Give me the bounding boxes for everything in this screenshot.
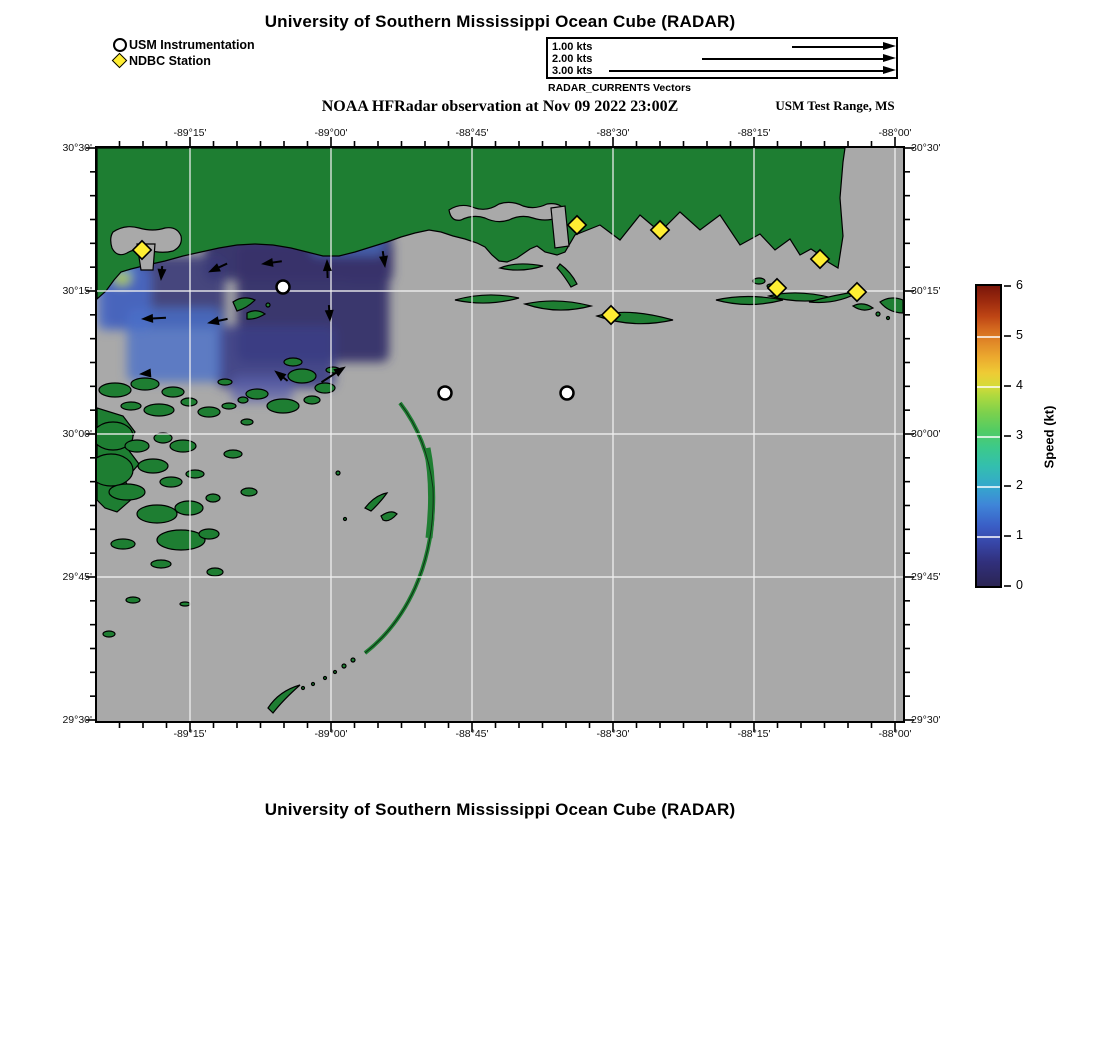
- lat-tick-label: 29°30': [62, 714, 92, 726]
- lon-tick-label: -89°00': [314, 127, 348, 139]
- current-vector: [324, 304, 334, 322]
- scale-2kt-arrowhead: [883, 54, 896, 62]
- ndbc-station-marker: [600, 304, 622, 326]
- lon-tick-label: -88°15': [737, 127, 771, 139]
- colorbar-gridline: [977, 336, 1000, 338]
- lon-tick-label: -88°30': [596, 127, 630, 139]
- vector-scale-caption: RADAR_CURRENTS Vectors: [548, 82, 691, 94]
- back-bay-biloxi: [448, 201, 570, 249]
- colorbar-gridline: [977, 486, 1000, 488]
- lon-tick-label: -88°00': [878, 127, 912, 139]
- lat-tick-label: 30°00': [62, 428, 92, 440]
- current-vector: [274, 370, 289, 382]
- lon-tick-label: -88°00': [878, 728, 912, 740]
- current-vector: [157, 265, 167, 281]
- scale-3kt-label: 3.00 kts: [552, 65, 593, 77]
- land-polygons: [97, 148, 903, 714]
- usm-instrument-marker: [559, 385, 575, 401]
- current-vector: [207, 316, 228, 326]
- map-canvas: [97, 148, 903, 721]
- vector-scale-box: 1.00 kts 2.00 kts 3.00 kts: [546, 37, 898, 79]
- current-vector: [322, 259, 332, 279]
- ndbc-station-marker: [649, 219, 671, 241]
- scale-1kt-label: 1.00 kts: [552, 41, 593, 53]
- map-plot-area: [95, 146, 905, 723]
- legend-usm-label: USM Instrumentation: [129, 38, 255, 52]
- usm-instrumentation-icon: [113, 38, 127, 52]
- scale-1kt-arrowhead: [883, 42, 896, 50]
- lat-tick-label: 29°45': [62, 571, 92, 583]
- station-markers: [131, 214, 868, 401]
- lon-tick-label: -89°15': [173, 728, 207, 740]
- usm-instrument-marker: [437, 385, 453, 401]
- colorbar-tick-label: 6: [1016, 278, 1023, 292]
- current-vector: [320, 366, 346, 384]
- bay-st-louis: [110, 226, 182, 271]
- colorbar-tick-label: 0: [1016, 578, 1023, 592]
- bottom-title: University of Southern Mississippi Ocean…: [264, 800, 736, 819]
- chandeleur-islands: [267, 401, 436, 714]
- lat-tick-label: 30°15': [911, 285, 941, 297]
- current-vector-arrows: [139, 251, 388, 384]
- lon-tick-label: -88°45': [455, 127, 489, 139]
- colorbar-tick-label: 5: [1016, 328, 1023, 342]
- ndbc-station-icon: [111, 52, 128, 69]
- lat-tick-label: 30°30': [62, 142, 92, 154]
- lat-tick-label: 29°30': [911, 714, 941, 726]
- lon-tick-label: -89°00': [314, 728, 348, 740]
- lon-tick-label: -88°45': [455, 728, 489, 740]
- region-label: USM Test Range, MS: [775, 98, 895, 113]
- ndbc-station-marker: [846, 281, 868, 303]
- colorbar-gridline: [977, 536, 1000, 538]
- colorbar-tick-label: 2: [1016, 478, 1023, 492]
- lat-tick-label: 30°00': [911, 428, 941, 440]
- current-vector: [261, 258, 282, 267]
- colorbar-gridline: [977, 386, 1000, 388]
- legend-ndbc-label: NDBC Station: [129, 54, 211, 68]
- lat-tick-label: 29°45': [911, 571, 941, 583]
- colorbar-gridline: [977, 436, 1000, 438]
- lon-tick-label: -88°30': [596, 728, 630, 740]
- lat-tick-label: 30°30': [911, 142, 941, 154]
- scale-1kt-arrow: [792, 46, 884, 48]
- lon-tick-label: -89°15': [173, 127, 207, 139]
- ndbc-station-marker: [809, 248, 831, 270]
- ndbc-station-marker: [131, 239, 153, 261]
- lat-tick-label: 30°15': [62, 285, 92, 297]
- marsh-islands: [97, 357, 341, 638]
- scale-3kt-arrowhead: [883, 66, 896, 74]
- mainland-coast: [97, 148, 846, 300]
- scale-2kt-label: 2.00 kts: [552, 53, 593, 65]
- current-vector: [139, 368, 152, 378]
- scale-3kt-arrow: [609, 70, 884, 72]
- ndbc-station-marker: [566, 214, 588, 236]
- usm-instrument-marker: [275, 279, 291, 295]
- lon-tick-label: -88°15': [737, 728, 771, 740]
- ndbc-station-marker: [766, 277, 788, 299]
- map-gridlines: [97, 148, 903, 721]
- current-vector: [379, 251, 388, 268]
- colorbar-tick-label: 3: [1016, 428, 1023, 442]
- page-title: University of Southern Mississippi Ocean…: [264, 12, 736, 31]
- scale-2kt-arrow: [702, 58, 884, 60]
- observation-subtitle: NOAA HFRadar observation at Nov 09 2022 …: [321, 98, 679, 115]
- colorbar-tick-label: 4: [1016, 378, 1023, 392]
- colorbar-tick-label: 1: [1016, 528, 1023, 542]
- current-vector: [141, 313, 167, 323]
- current-vector: [208, 262, 228, 273]
